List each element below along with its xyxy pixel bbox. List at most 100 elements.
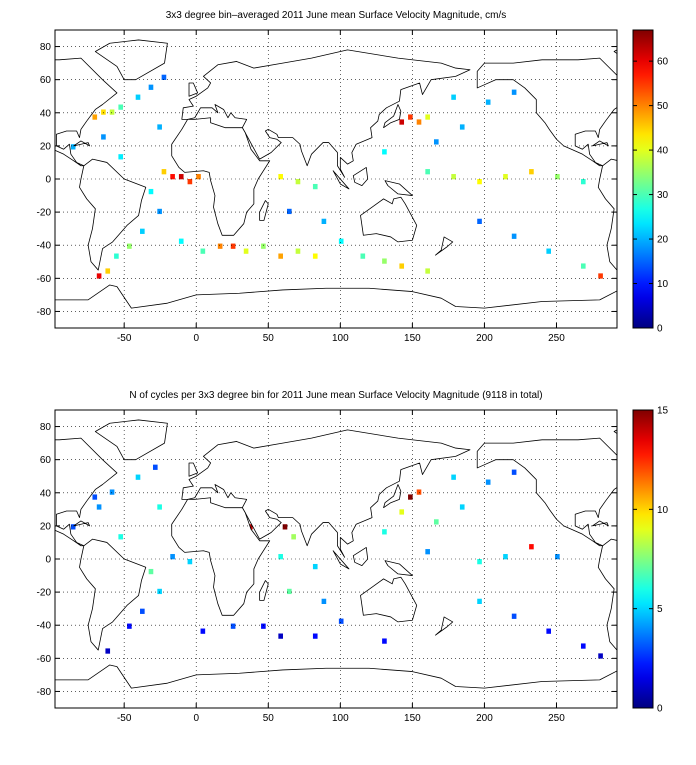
bin-cell: [459, 124, 465, 130]
bin-cell: [230, 243, 236, 249]
bin-cell: [312, 633, 318, 639]
bin-cell: [338, 238, 344, 244]
bin-cell: [416, 119, 422, 125]
bin-cell: [477, 218, 482, 224]
bin-cell: [312, 253, 318, 259]
bin-cell: [287, 588, 292, 595]
bin-cell: [477, 598, 482, 604]
bin-cell: [282, 524, 288, 530]
bin-cell: [433, 519, 439, 525]
y-tick-label: 40: [40, 108, 52, 119]
bin-cell: [451, 174, 456, 180]
bin-cell: [278, 554, 283, 560]
bin-cell: [170, 554, 175, 560]
bin-cell: [148, 568, 154, 575]
bin-cell: [433, 139, 439, 145]
bin-cell: [70, 524, 76, 530]
colorbar-tick-label: 0: [657, 704, 663, 715]
y-tick-label: 0: [45, 175, 51, 186]
x-tick-label: 150: [404, 333, 421, 344]
x-tick-label: 0: [193, 333, 199, 344]
bin-cell: [295, 248, 301, 254]
bin-cell: [196, 174, 201, 180]
y-tick-label: -20: [37, 588, 52, 599]
x-tick-label: 0: [193, 713, 199, 724]
x-tick-label: 250: [548, 333, 565, 344]
bin-cell: [321, 598, 327, 604]
bin-cell: [92, 494, 98, 500]
x-tick-label: -50: [117, 333, 132, 344]
bin-cell: [598, 273, 603, 279]
bin-cell: [200, 628, 206, 634]
bin-cell: [217, 243, 223, 249]
y-tick-label: 40: [40, 488, 52, 499]
bin-cell: [187, 559, 193, 565]
bin-cell: [157, 124, 162, 130]
y-tick-label: 80: [40, 42, 52, 53]
bin-cell: [511, 89, 517, 95]
bin-cell: [399, 263, 405, 269]
colorbar-tick-label: 0: [657, 324, 663, 335]
bin-cell: [230, 623, 236, 629]
colorbar-tick-label: 10: [657, 505, 669, 516]
bin-cell: [546, 628, 552, 634]
bin-cell: [503, 554, 508, 560]
bin-cell: [157, 504, 162, 510]
bin-cell: [118, 154, 124, 160]
x-tick-label: 50: [263, 333, 275, 344]
bin-cell: [580, 643, 586, 649]
bin-cell: [511, 469, 517, 475]
y-tick-label: 20: [40, 141, 52, 152]
bin-cell: [485, 479, 491, 485]
x-tick-label: 50: [263, 713, 275, 724]
colorbar-tick-label: 50: [657, 101, 669, 112]
bin-cell: [261, 623, 266, 629]
colorbar-tick-label: 10: [657, 279, 669, 290]
bin-cell: [382, 529, 387, 535]
map-panel: 3x3 degree bin–averaged 2011 June mean S…: [37, 10, 669, 344]
bin-cell: [101, 134, 106, 140]
y-tick-label: 0: [45, 555, 51, 566]
bin-cell: [105, 648, 111, 654]
x-tick-label: 150: [404, 713, 421, 724]
bin-cell: [485, 99, 491, 105]
bin-cell: [109, 109, 115, 115]
colorbar-tick-label: 20: [657, 235, 669, 246]
bin-cell: [451, 94, 456, 100]
chart-title: 3x3 degree bin–averaged 2011 June mean S…: [166, 10, 507, 21]
x-tick-label: 100: [332, 713, 349, 724]
bin-cell: [382, 258, 387, 264]
bin-cell: [152, 464, 158, 470]
bin-cell: [477, 559, 482, 565]
bin-cell: [598, 653, 603, 659]
bin-cell: [408, 114, 413, 120]
bin-cell: [118, 534, 124, 540]
bin-cell: [161, 74, 167, 80]
bin-cell: [135, 474, 141, 480]
bin-cell: [425, 268, 430, 274]
bin-cell: [555, 554, 560, 560]
bin-cell: [477, 179, 482, 185]
bin-cell: [278, 253, 283, 259]
bin-cell: [451, 474, 456, 480]
y-tick-label: 60: [40, 455, 52, 466]
bin-cell: [382, 149, 387, 155]
bin-cell: [178, 174, 184, 180]
y-tick-label: -80: [37, 307, 52, 318]
colorbar-tick-label: 60: [657, 57, 669, 68]
bin-cell: [140, 228, 145, 234]
y-tick-label: -60: [37, 274, 52, 285]
colorbar-tick-label: 5: [657, 604, 663, 615]
x-tick-label: 200: [476, 713, 493, 724]
bin-cell: [148, 188, 154, 195]
x-tick-label: 250: [548, 713, 565, 724]
bin-cell: [291, 534, 296, 540]
bin-cell: [96, 273, 102, 279]
bin-cell: [101, 109, 106, 115]
bin-cell: [243, 248, 249, 254]
colorbar: [632, 29, 654, 329]
bin-cell: [70, 144, 76, 150]
bin-cell: [503, 174, 508, 180]
bin-cell: [399, 119, 405, 125]
y-tick-label: 80: [40, 422, 52, 433]
